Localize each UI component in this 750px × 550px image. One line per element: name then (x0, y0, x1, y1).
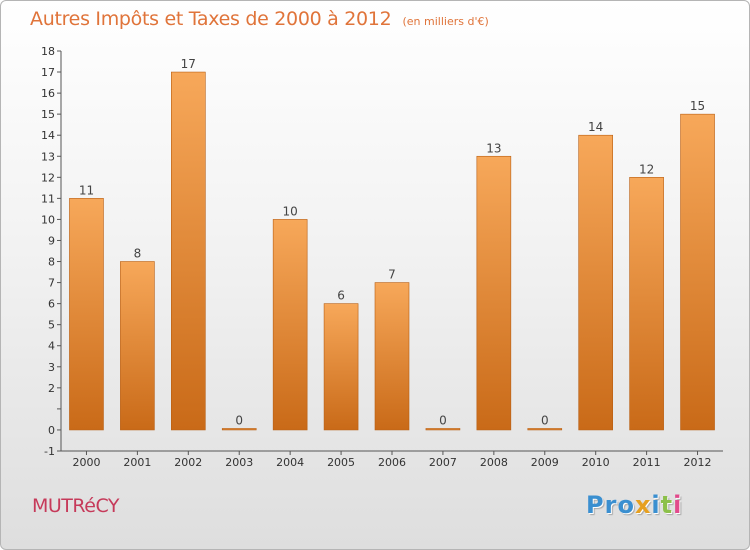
x-tick-label: 2009 (531, 456, 559, 469)
bar (476, 155, 512, 431)
y-tick-label: 11 (41, 192, 55, 205)
logo-letter: r (604, 491, 618, 519)
bar (629, 177, 664, 431)
x-tick-label: 2007 (429, 456, 457, 469)
y-tick-label: 6 (48, 298, 55, 311)
bar-value-label: 17 (181, 57, 196, 71)
x-tick-label: 2005 (327, 456, 355, 469)
bar (323, 303, 359, 431)
bar (578, 134, 613, 431)
bar-value-label: 0 (541, 413, 549, 427)
x-tick-label: 2002 (174, 456, 202, 469)
x-tick-label: 2012 (684, 456, 712, 469)
bar (272, 219, 308, 431)
x-tick-label: 2001 (123, 456, 151, 469)
bar (680, 113, 715, 431)
x-tick-label: 2006 (378, 456, 406, 469)
bar-value-label: 8 (134, 247, 142, 261)
x-tick-label: 2000 (72, 456, 100, 469)
x-tick-label: 2008 (480, 456, 508, 469)
y-tick-label: 3 (48, 361, 55, 374)
bar-value-label: 6 (337, 289, 345, 303)
y-tick-label: 4 (48, 340, 55, 353)
y-tick-label: 0 (48, 424, 55, 437)
bar-value-label: 11 (79, 183, 94, 197)
bar (527, 428, 563, 431)
y-tick-label: 12 (41, 171, 55, 184)
chart-title: Autres Impôts et Taxes de 2000 à 2012 (30, 8, 392, 30)
bar-value-label: 12 (639, 162, 654, 176)
y-tick-label: 8 (48, 256, 55, 269)
bar-value-label: 0 (439, 413, 447, 427)
x-tick-label: 2010 (582, 456, 610, 469)
bar (425, 428, 461, 431)
x-tick-label: 2003 (225, 456, 253, 469)
x-tick-label: 2011 (633, 456, 661, 469)
y-tick-label: 15 (41, 108, 55, 121)
y-tick-label: 7 (48, 277, 55, 290)
bar (120, 261, 155, 431)
bar (374, 282, 410, 431)
chart-axes: -1 0 2 3 4 5 6 7 8 9 10 11 12 13 14 15 16 17 18 2000 2001 200… (41, 45, 723, 469)
bar (221, 428, 257, 431)
logo-letter: x (634, 491, 652, 519)
logo-letter: o (617, 491, 635, 519)
y-tick-label: 18 (41, 45, 55, 58)
chart-bars (69, 71, 715, 431)
bar-value-label: 13 (486, 141, 501, 155)
bar-value-label: 7 (388, 268, 396, 282)
y-tick-label: -1 (44, 445, 55, 458)
bar-value-label: 15 (690, 99, 705, 113)
chart-unit-label: (en milliers d'€) (402, 15, 489, 28)
chart-value-labels: 11 8 17 0 10 6 7 0 13 0 14 12 15 (79, 57, 705, 427)
chart-title-row: Autres Impôts et Taxes de 2000 à 2012 (e… (30, 8, 489, 30)
commune-name: MUTRéCY (32, 495, 119, 517)
bar (69, 198, 104, 431)
x-tick-label: 2004 (276, 456, 304, 469)
y-tick-label: 9 (48, 234, 55, 247)
y-tick-label: 2 (48, 382, 55, 395)
bar-value-label: 10 (283, 204, 298, 218)
y-tick-label: 16 (41, 87, 55, 100)
proxiti-logo: Proxiti (586, 491, 682, 519)
y-tick-label: 10 (41, 213, 55, 226)
logo-letter: P (586, 491, 605, 519)
bar-value-label: 0 (235, 413, 243, 427)
logo-letter: t (660, 491, 674, 519)
logo-letter: i (673, 491, 683, 519)
bar-value-label: 14 (588, 120, 603, 134)
bar (171, 71, 206, 431)
y-tick-label: 17 (41, 66, 55, 79)
y-tick-label: 5 (48, 319, 55, 332)
y-tick-label: 13 (41, 150, 55, 163)
y-tick-label: 14 (41, 129, 55, 142)
logo-letter: i (651, 491, 661, 519)
